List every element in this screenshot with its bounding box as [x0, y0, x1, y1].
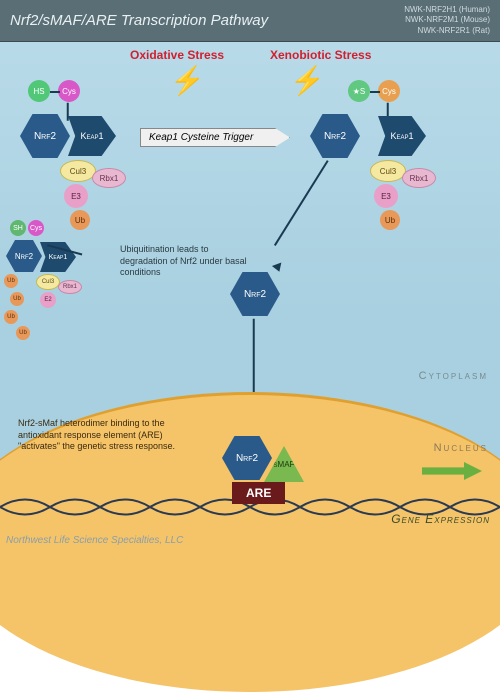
binding-caption: Nrf2-sMaf heterodimer binding to the ant… [18, 418, 188, 453]
cys-circle: Cys [58, 80, 80, 102]
page-title: Nrf2/sMAF/ARE Transcription Pathway [10, 12, 268, 29]
ub-circle: Ub [70, 210, 90, 230]
rbx1-oval: Rbx1 [402, 168, 436, 188]
arrow-line [274, 160, 328, 246]
diagram-canvas: Oxidative Stress Xenobiotic Stress ⚡ ⚡ H… [0, 42, 500, 550]
sh-circle: SH [10, 220, 26, 236]
e3-circle: E3 [374, 184, 398, 208]
bolt-icon: ⚡ [290, 64, 325, 97]
trigger-arrow-label: Keap1 Cysteine Trigger [140, 128, 290, 147]
watermark: Northwest Life Science Specialties, LLC [6, 535, 183, 546]
nucleus-label: Nucleus [434, 442, 488, 454]
keap1-shape: Keap1 [378, 116, 426, 156]
keap1-shape-small: Keap1 [40, 242, 76, 272]
star-s-circle: ★S [348, 80, 370, 102]
cul3-oval: Cul3 [60, 160, 96, 182]
cul3-oval: Cul3 [370, 160, 406, 182]
e3-circle: E3 [64, 184, 88, 208]
ub-circle: Ub [4, 274, 18, 288]
hs-circle: HS [28, 80, 50, 102]
cys-circle: Cys [378, 80, 400, 102]
rbx1-oval: Rbx1 [92, 168, 126, 188]
header: Nrf2/sMAF/ARE Transcription Pathway NWK-… [0, 0, 500, 42]
rbx1-oval-small: Rbx1 [58, 280, 82, 294]
gene-expression-label: Gene Expression [391, 512, 490, 526]
cul3-oval-small: Cul3 [36, 274, 60, 290]
nrf2-hex-small: Nrf2 [6, 240, 42, 272]
ub-circle: Ub [4, 310, 18, 324]
keap1-shape: Keap1 [68, 116, 116, 156]
bolt-icon: ⚡ [170, 64, 205, 97]
product-codes: NWK-NRF2H1 (Human) NWK-NRF2M1 (Mouse) NW… [404, 5, 490, 36]
e2-circle: E2 [40, 292, 56, 308]
nrf2-hex: Nrf2 [20, 114, 70, 158]
xenobiotic-stress-label: Xenobiotic Stress [270, 48, 371, 62]
cytoplasm-label: Cytoplasm [419, 370, 488, 382]
degradation-caption: Ubiquitination leads to degradation of N… [120, 244, 250, 279]
cys-circle: Cys [28, 220, 44, 236]
nrf2-hex: Nrf2 [310, 114, 360, 158]
ub-circle: Ub [10, 292, 24, 306]
oxidative-stress-label: Oxidative Stress [130, 48, 224, 62]
ub-circle: Ub [380, 210, 400, 230]
are-box: ARE [232, 482, 285, 504]
ub-circle: Ub [16, 326, 30, 340]
arrowhead-icon [272, 263, 284, 274]
